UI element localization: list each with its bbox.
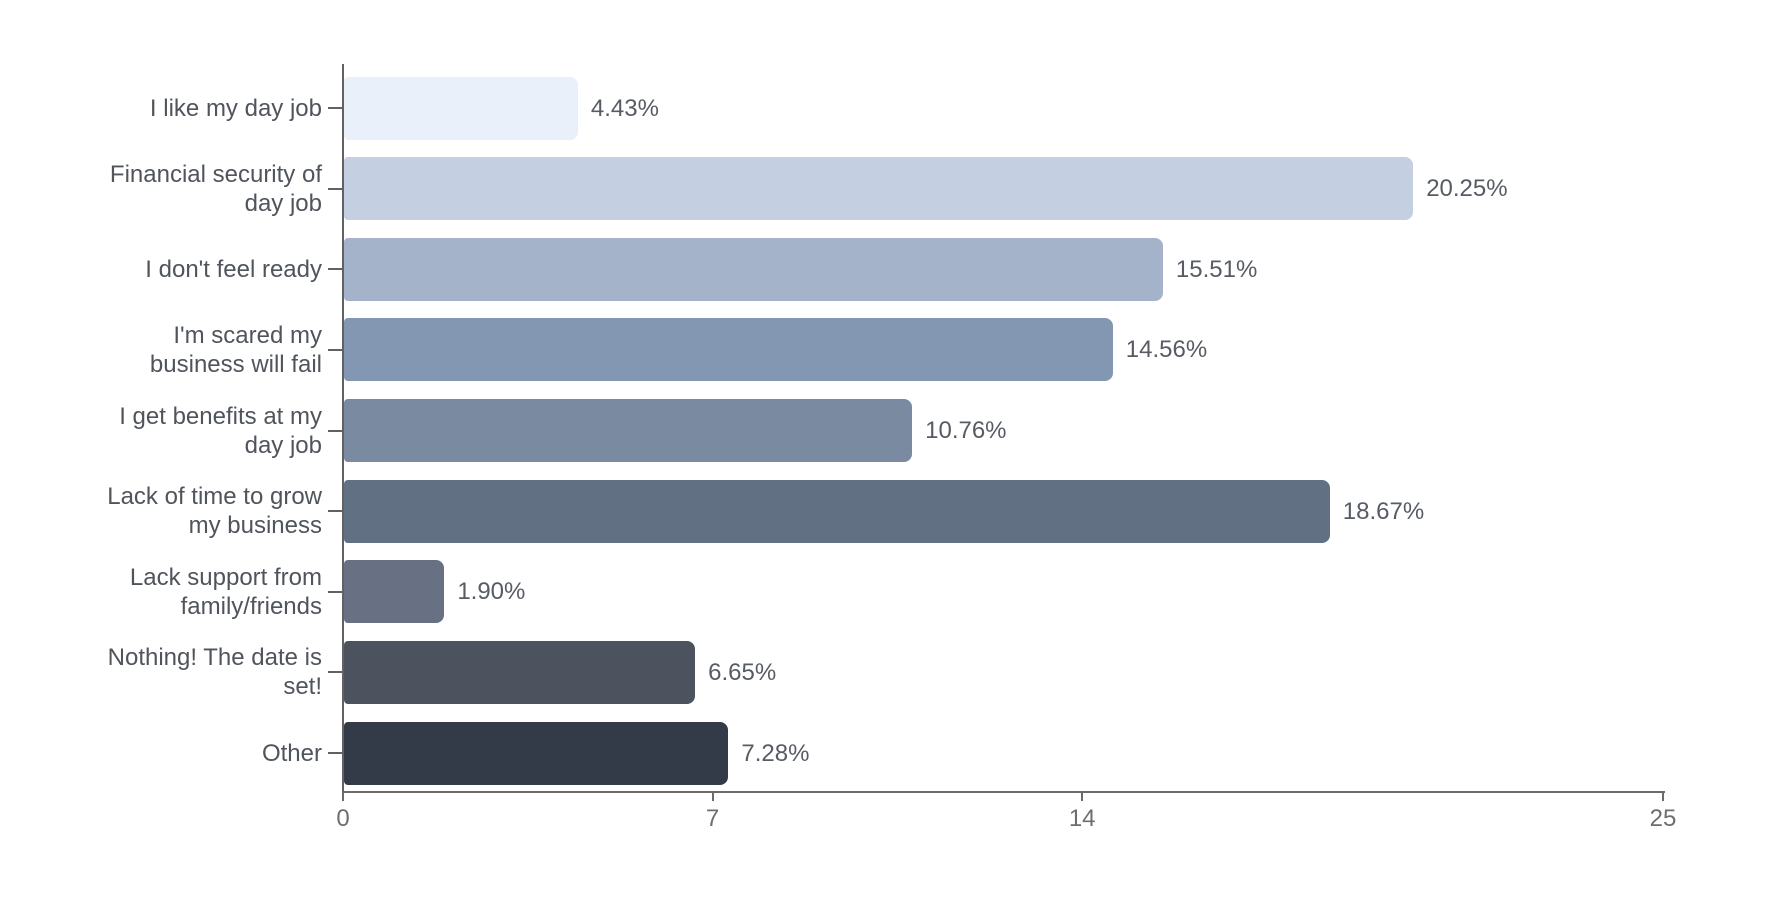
bar xyxy=(344,157,1414,221)
category-label: Lack support from family/friends xyxy=(129,563,322,620)
bar xyxy=(344,237,1163,301)
category-label: I like my day job xyxy=(149,94,322,122)
bar xyxy=(344,640,696,704)
bar xyxy=(344,721,729,785)
bar xyxy=(344,318,1113,382)
x-axis-tick xyxy=(711,793,714,801)
x-axis-tick-label: 7 xyxy=(705,805,720,832)
x-axis-tick xyxy=(1662,793,1664,801)
category-tick xyxy=(328,429,342,432)
category-label: Other xyxy=(261,739,322,767)
bar xyxy=(344,399,913,463)
y-axis-line xyxy=(342,64,344,793)
category-tick xyxy=(328,268,342,271)
value-label: 15.51% xyxy=(1175,255,1258,283)
category-tick xyxy=(328,187,342,190)
category-label: Financial security of day job xyxy=(109,160,322,217)
value-label: 4.43% xyxy=(590,94,659,122)
x-axis-tick-label: 25 xyxy=(1649,805,1677,832)
x-axis-tick xyxy=(342,793,344,801)
bar xyxy=(344,560,445,624)
value-label: 10.76% xyxy=(925,417,1007,445)
value-label: 1.90% xyxy=(457,578,526,606)
x-axis-tick-label: 0 xyxy=(336,805,350,832)
category-tick xyxy=(328,752,342,755)
value-label: 7.28% xyxy=(741,739,810,767)
x-axis-line xyxy=(343,791,1665,793)
x-axis-tick-label: 14 xyxy=(1068,805,1096,832)
category-tick xyxy=(328,107,342,109)
value-label: 6.65% xyxy=(708,658,777,686)
category-label: I'm scared my business will fail xyxy=(149,321,322,378)
category-label: Nothing! The date is set! xyxy=(107,644,322,701)
category-tick xyxy=(328,348,342,351)
x-axis-tick xyxy=(1081,793,1084,801)
bar xyxy=(344,76,578,140)
category-tick xyxy=(328,590,342,593)
category-label: I get benefits at my day job xyxy=(119,402,322,459)
category-label: Lack of time to grow my business xyxy=(107,483,322,540)
value-label: 20.25% xyxy=(1426,175,1508,203)
category-tick xyxy=(328,671,342,674)
value-label: 18.67% xyxy=(1342,497,1425,525)
value-label: 14.56% xyxy=(1125,336,1208,364)
bar xyxy=(344,479,1330,543)
category-label: I don't feel ready xyxy=(145,255,322,283)
category-tick xyxy=(328,510,342,513)
